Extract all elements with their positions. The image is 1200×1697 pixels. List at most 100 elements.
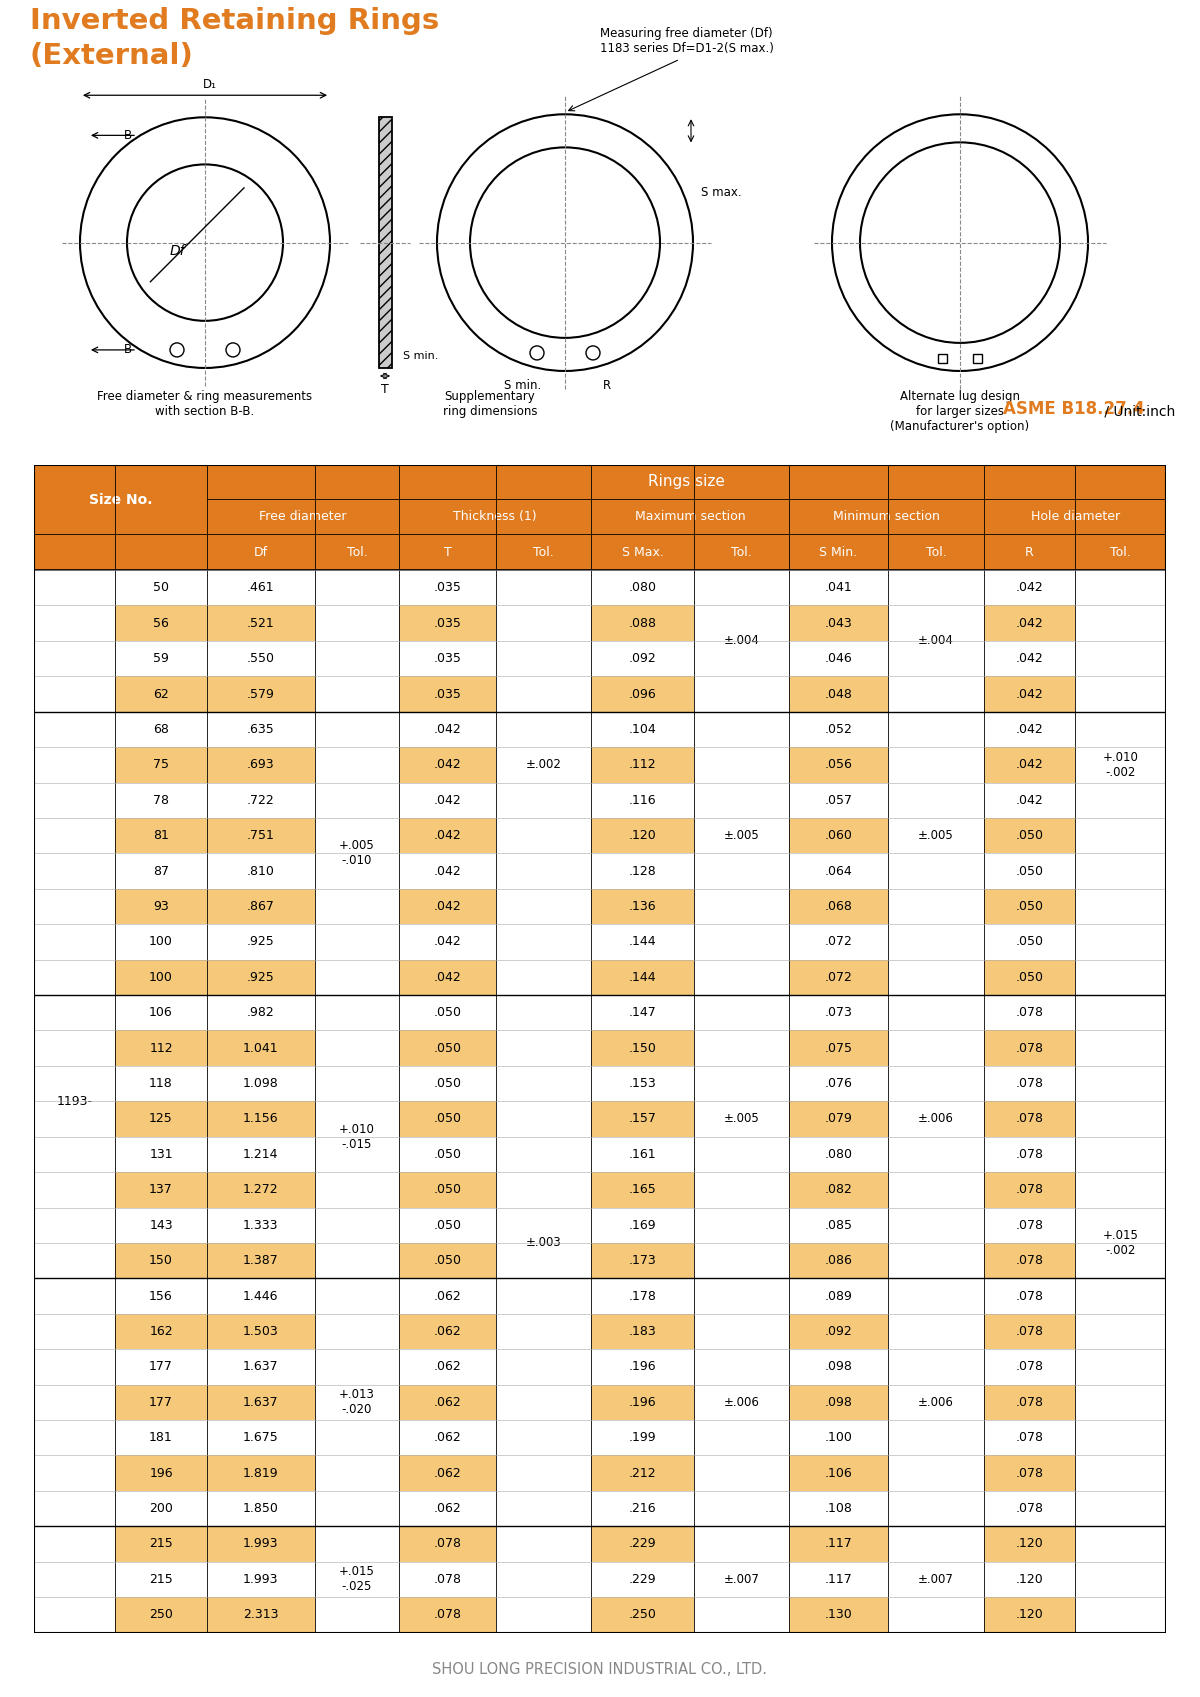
Text: 1.993: 1.993 — [242, 1537, 278, 1551]
Bar — [790, 1492, 888, 1526]
Bar — [984, 641, 1075, 677]
Text: S Min.: S Min. — [820, 546, 858, 558]
Bar — [1075, 711, 1166, 747]
Text: 1.503: 1.503 — [242, 1325, 278, 1337]
Bar — [496, 1526, 590, 1633]
Text: .078: .078 — [1015, 1466, 1043, 1480]
Bar — [888, 1278, 984, 1313]
Bar — [590, 570, 694, 606]
Bar — [888, 570, 984, 711]
Bar — [888, 1313, 984, 1349]
Bar — [314, 641, 400, 677]
Text: 81: 81 — [154, 830, 169, 842]
Text: .120: .120 — [1015, 1609, 1043, 1621]
Text: .106: .106 — [824, 1466, 852, 1480]
Bar — [888, 1526, 984, 1561]
Bar — [1075, 1137, 1166, 1173]
Bar — [115, 1208, 206, 1242]
Bar — [694, 641, 790, 677]
Bar — [1075, 1278, 1166, 1313]
Bar — [790, 1208, 888, 1242]
Text: 1.675: 1.675 — [242, 1431, 278, 1444]
Text: 196: 196 — [149, 1466, 173, 1480]
Bar — [888, 1526, 984, 1633]
Bar — [400, 1349, 496, 1385]
Bar — [790, 1242, 888, 1278]
Bar — [400, 959, 496, 994]
Text: .196: .196 — [629, 1397, 656, 1409]
Bar — [496, 570, 590, 959]
Text: .078: .078 — [1015, 1078, 1043, 1089]
Bar — [694, 535, 790, 570]
Bar — [888, 711, 984, 747]
Bar — [400, 606, 496, 641]
Text: .100: .100 — [824, 1431, 852, 1444]
Bar — [1075, 1173, 1166, 1208]
Text: .130: .130 — [824, 1609, 852, 1621]
Text: .078: .078 — [1015, 1290, 1043, 1303]
Bar — [314, 570, 400, 711]
Bar — [206, 641, 314, 677]
Bar — [115, 747, 206, 782]
Text: 1.387: 1.387 — [242, 1254, 278, 1268]
Bar — [496, 818, 590, 854]
Bar — [206, 1313, 314, 1349]
Text: .043: .043 — [824, 616, 852, 630]
Bar — [694, 677, 790, 711]
Bar — [115, 1030, 206, 1066]
Text: .693: .693 — [247, 759, 275, 772]
Text: .080: .080 — [824, 1147, 852, 1161]
Bar — [984, 570, 1075, 606]
Bar — [590, 499, 790, 535]
Bar — [984, 1492, 1075, 1526]
Text: .064: .064 — [824, 864, 852, 877]
Bar — [496, 959, 590, 1526]
Bar — [1075, 1101, 1166, 1137]
Bar — [590, 641, 694, 677]
Bar — [314, 1526, 400, 1561]
Bar — [790, 570, 888, 606]
Bar — [790, 925, 888, 959]
Bar — [694, 1526, 790, 1561]
Text: 1.041: 1.041 — [242, 1042, 278, 1054]
Text: .068: .068 — [824, 899, 852, 913]
Bar — [694, 570, 790, 711]
Bar — [1075, 1526, 1166, 1561]
Text: .199: .199 — [629, 1431, 656, 1444]
Text: .042: .042 — [1015, 687, 1043, 701]
Bar — [694, 818, 790, 854]
Text: Thickness (1): Thickness (1) — [454, 511, 538, 523]
Bar — [984, 1278, 1075, 1313]
Bar — [888, 1066, 984, 1101]
Bar — [34, 535, 115, 570]
Bar — [888, 677, 984, 711]
Text: .062: .062 — [433, 1502, 462, 1515]
Text: 177: 177 — [149, 1397, 173, 1409]
Text: .050: .050 — [1015, 971, 1043, 984]
Bar — [379, 117, 392, 368]
Text: .722: .722 — [247, 794, 275, 806]
Bar — [984, 535, 1075, 570]
Text: SHOU LONG PRECISION INDUSTRIAL CO., LTD.: SHOU LONG PRECISION INDUSTRIAL CO., LTD. — [432, 1663, 768, 1677]
Bar — [400, 925, 496, 959]
Bar — [694, 711, 790, 959]
Bar — [984, 1137, 1075, 1173]
Bar — [115, 782, 206, 818]
Text: .092: .092 — [824, 1325, 852, 1337]
Text: .810: .810 — [247, 864, 275, 877]
Bar — [888, 1208, 984, 1242]
Text: 93: 93 — [154, 899, 169, 913]
Text: .078: .078 — [1015, 1397, 1043, 1409]
Text: .147: .147 — [629, 1006, 656, 1020]
Bar — [314, 606, 400, 641]
Text: 75: 75 — [154, 759, 169, 772]
Text: Tol.: Tol. — [925, 546, 947, 558]
Bar — [1075, 1313, 1166, 1349]
Bar — [984, 782, 1075, 818]
Bar — [314, 1208, 400, 1242]
Bar — [115, 1066, 206, 1101]
Bar — [984, 1597, 1075, 1633]
Text: .050: .050 — [433, 1218, 462, 1232]
Bar — [694, 1030, 790, 1066]
Text: .161: .161 — [629, 1147, 656, 1161]
